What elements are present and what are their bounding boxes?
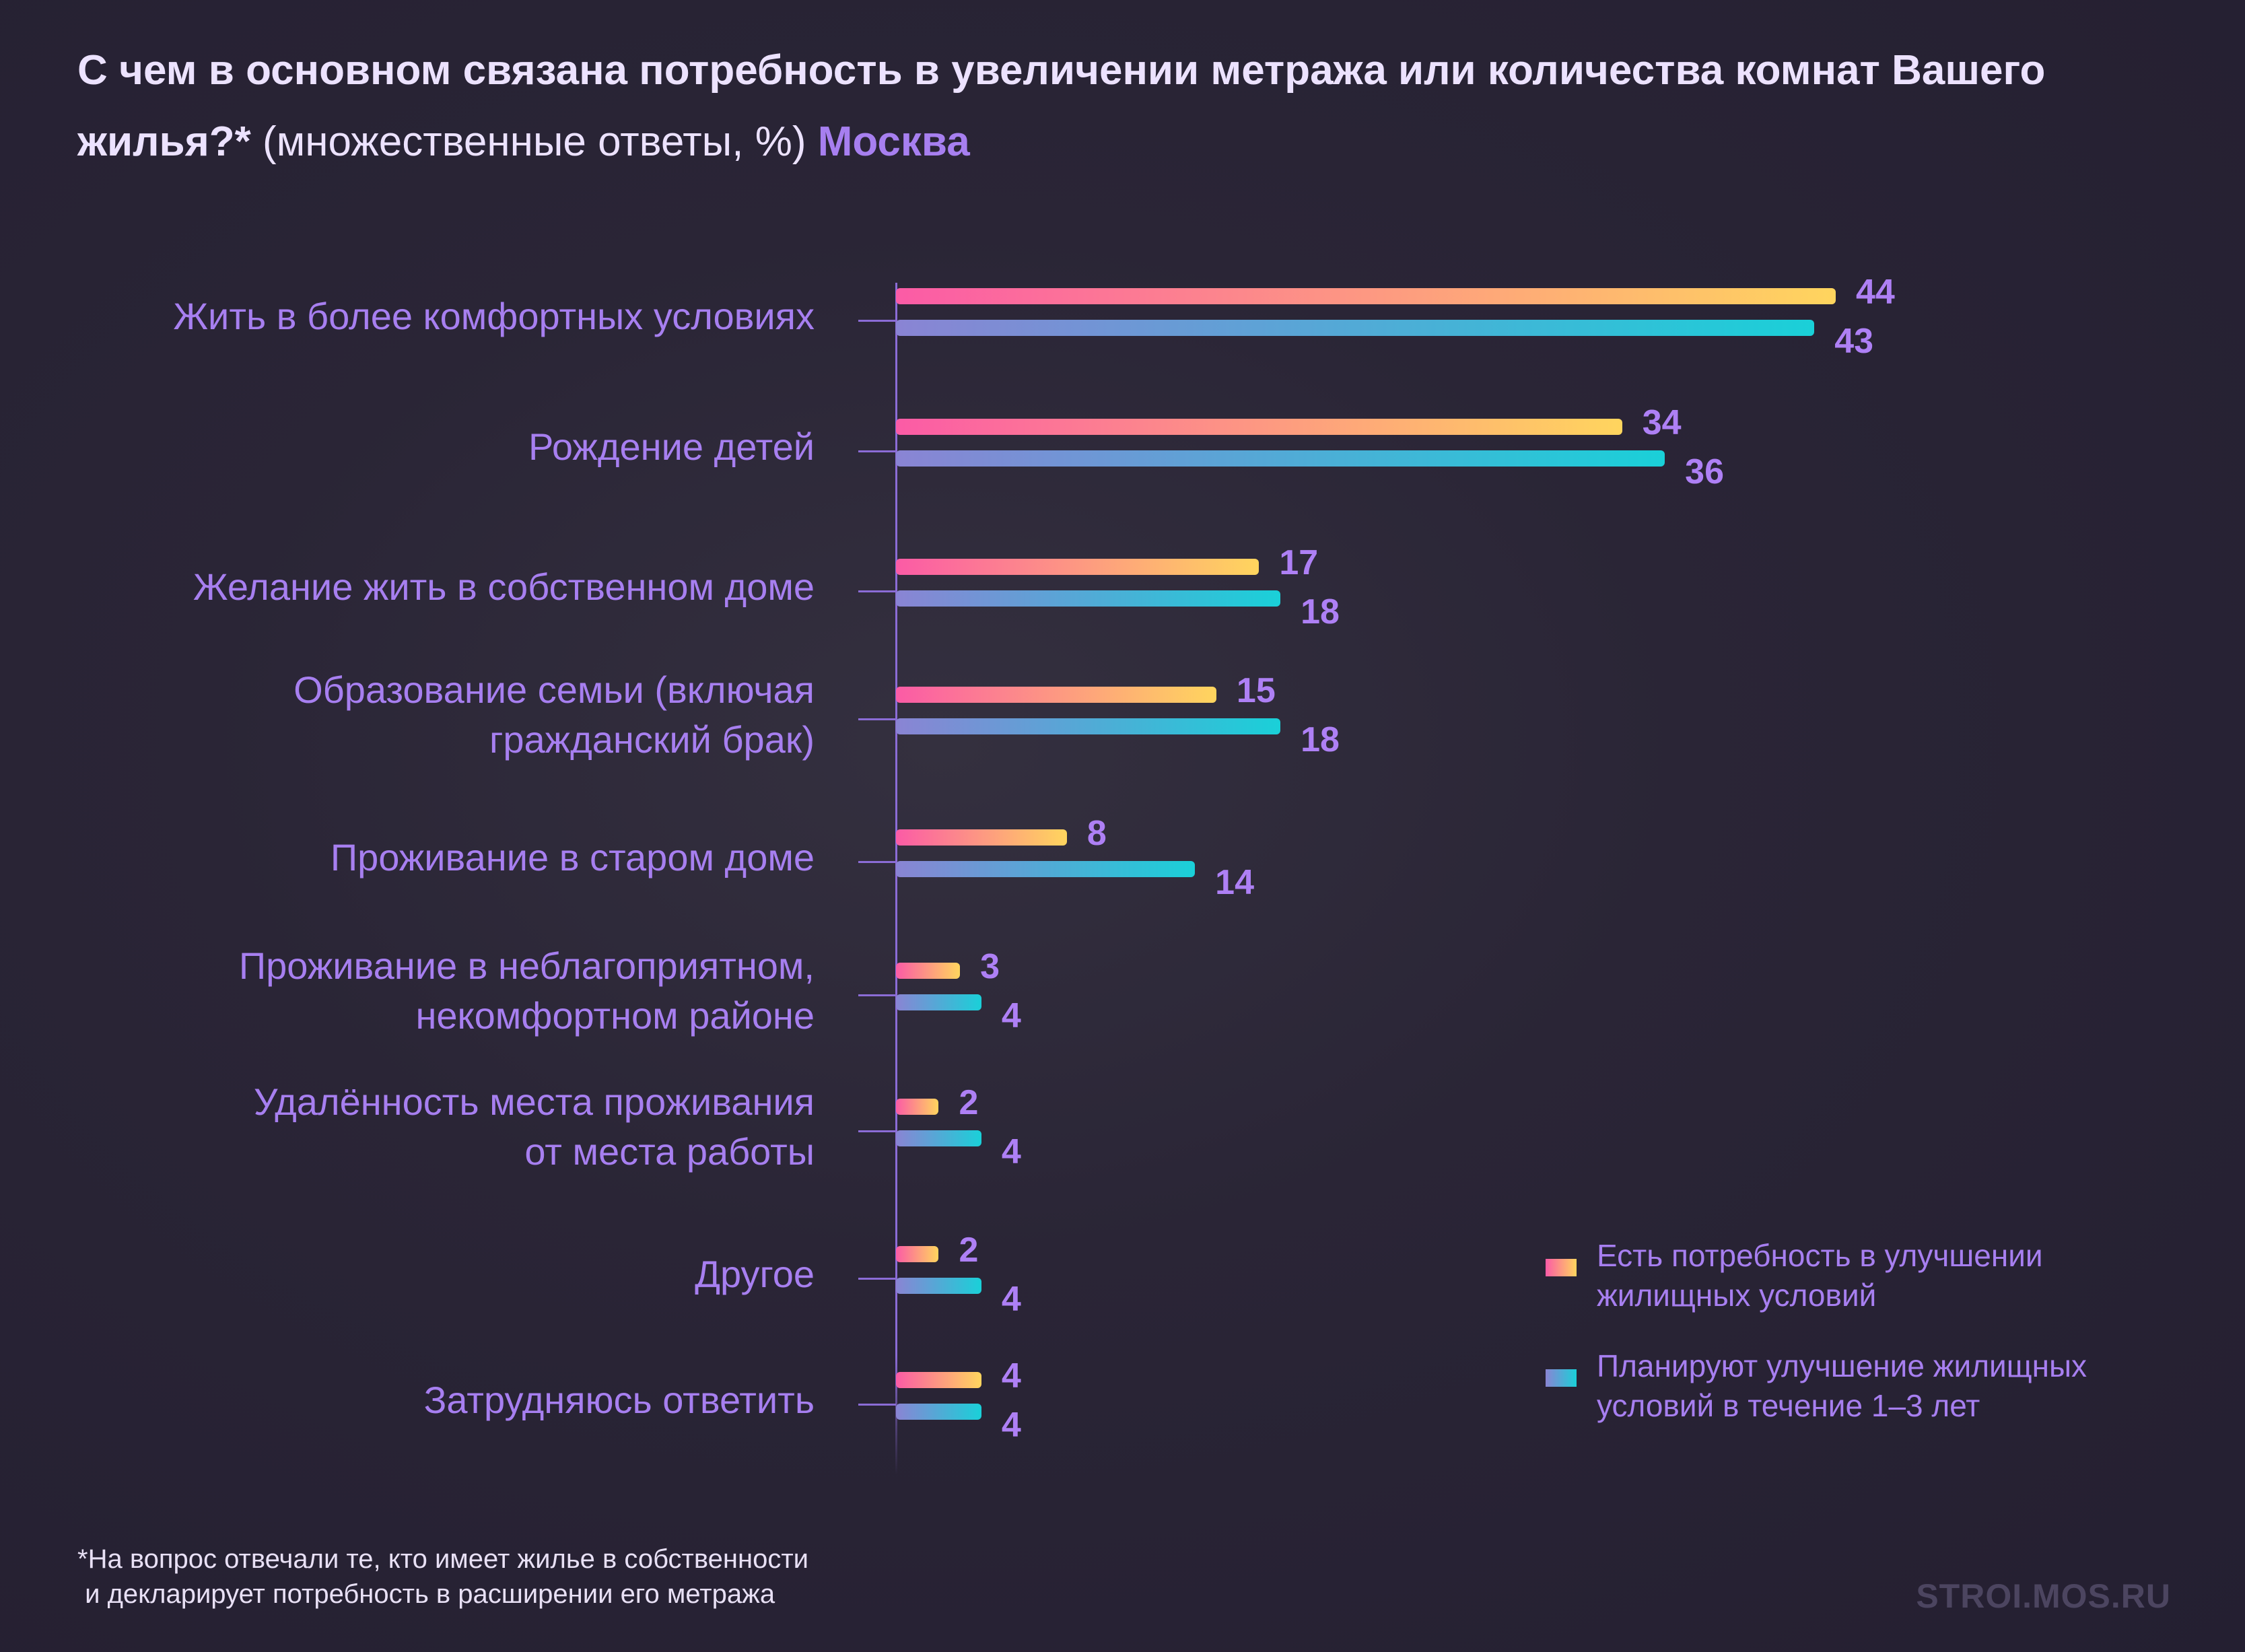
category-label-line: Затрудняюсь ответить (423, 1378, 815, 1421)
data-label-plan: 4 (1001, 1280, 1021, 1319)
bar-plan (896, 590, 1281, 607)
title-question: С чем в основном связана потребность в у… (77, 47, 2046, 165)
data-label-need: 2 (959, 1231, 979, 1270)
bar-plan (896, 861, 1196, 877)
legend-item-need: Есть потребность в улучшении жилищных ус… (1546, 1236, 2203, 1315)
y-axis-tick (858, 1130, 896, 1132)
category-label-line: Проживание в неблагоприятном, (238, 944, 815, 987)
category-label-line: Образование семьи (включая (293, 668, 815, 711)
legend-swatch-plan (1546, 1369, 1577, 1387)
bar-plan (896, 1404, 981, 1420)
category-label: Другое (695, 1249, 815, 1299)
data-label-need: 34 (1642, 403, 1682, 442)
bar-plan (896, 718, 1281, 734)
category-label: Желание жить в собственном доме (193, 562, 815, 612)
watermark: STROI.MOS.RU (1916, 1577, 2171, 1615)
data-label-need: 3 (980, 947, 1000, 986)
category-label-line: гражданский брак) (489, 718, 815, 761)
bar-need (896, 1246, 939, 1262)
category-label: Жить в более комфортных условиях (173, 291, 815, 341)
bar-need (896, 829, 1067, 846)
chart-title: С чем в основном связана потребность в у… (77, 35, 2198, 178)
data-label-plan: 14 (1215, 863, 1255, 902)
legend-label-plan: Планируют улучшение жилищных условий в т… (1597, 1348, 2087, 1423)
y-axis-tick (858, 590, 896, 592)
data-label-need: 44 (1856, 273, 1895, 312)
data-label-plan: 18 (1301, 720, 1340, 759)
category-label-line: некомфортном районе (415, 994, 815, 1037)
data-label-plan: 4 (1001, 996, 1021, 1035)
data-label-plan: 43 (1834, 322, 1874, 361)
bar-plan (896, 450, 1665, 467)
data-label-need: 2 (959, 1083, 979, 1122)
data-label-need: 17 (1279, 543, 1319, 582)
bar-plan (896, 1130, 981, 1146)
y-axis-tick (858, 994, 896, 996)
bar-need (896, 963, 961, 979)
category-label-line: Проживание в старом доме (330, 835, 815, 879)
data-label-plan: 4 (1001, 1406, 1021, 1445)
title-city: Москва (817, 118, 970, 165)
y-axis-tick (858, 718, 896, 720)
bar-need (896, 1372, 981, 1388)
bar-plan (896, 320, 1815, 336)
category-label: Проживание в неблагоприятном, некомфортно… (239, 941, 815, 1041)
data-label-need: 15 (1236, 671, 1276, 710)
category-label: Проживание в старом доме (331, 833, 815, 883)
y-axis-tick (858, 450, 896, 452)
data-label-need: 4 (1001, 1356, 1021, 1396)
y-axis-tick (858, 1403, 896, 1406)
category-label-line: Жить в более комфортных условиях (173, 294, 815, 337)
bar-need (896, 1099, 939, 1115)
bar-need (896, 687, 1216, 703)
bar-plan (896, 1278, 981, 1294)
bar-need (896, 288, 1836, 304)
category-label-line: Рождение детей (528, 425, 815, 468)
legend-label-need: Есть потребность в улучшении жилищных ус… (1597, 1238, 2043, 1313)
y-axis-tick (858, 319, 896, 322)
legend-item-plan: Планируют улучшение жилищных условий в т… (1546, 1346, 2203, 1426)
y-axis-tick (858, 860, 896, 863)
y-axis-line (895, 283, 897, 1474)
bar-need (896, 559, 1259, 575)
y-axis-tick (858, 1277, 896, 1280)
category-label: Удалённость места проживания от места раб… (254, 1077, 815, 1177)
footnote: *На вопрос отвечали те, кто имеет жилье … (77, 1544, 808, 1609)
category-label: Затрудняюсь ответить (424, 1375, 815, 1425)
data-label-need: 8 (1086, 814, 1107, 853)
bar-plan (896, 994, 981, 1010)
bar-need (896, 419, 1622, 435)
data-label-plan: 18 (1301, 592, 1340, 631)
data-label-plan: 36 (1685, 452, 1725, 491)
data-label-plan: 4 (1001, 1132, 1021, 1171)
category-label-line: Удалённость места проживания (253, 1080, 815, 1123)
category-label-line: от места работы (524, 1130, 815, 1173)
category-label: Рождение детей (528, 422, 815, 472)
category-label-line: Другое (695, 1252, 815, 1295)
category-label: Образование семьи (включая гражданский бр… (293, 665, 815, 765)
title-subtitle: (множественные ответы, %) (262, 118, 806, 165)
category-label-line: Желание жить в собственном доме (193, 565, 815, 608)
legend-swatch-need (1546, 1259, 1577, 1276)
